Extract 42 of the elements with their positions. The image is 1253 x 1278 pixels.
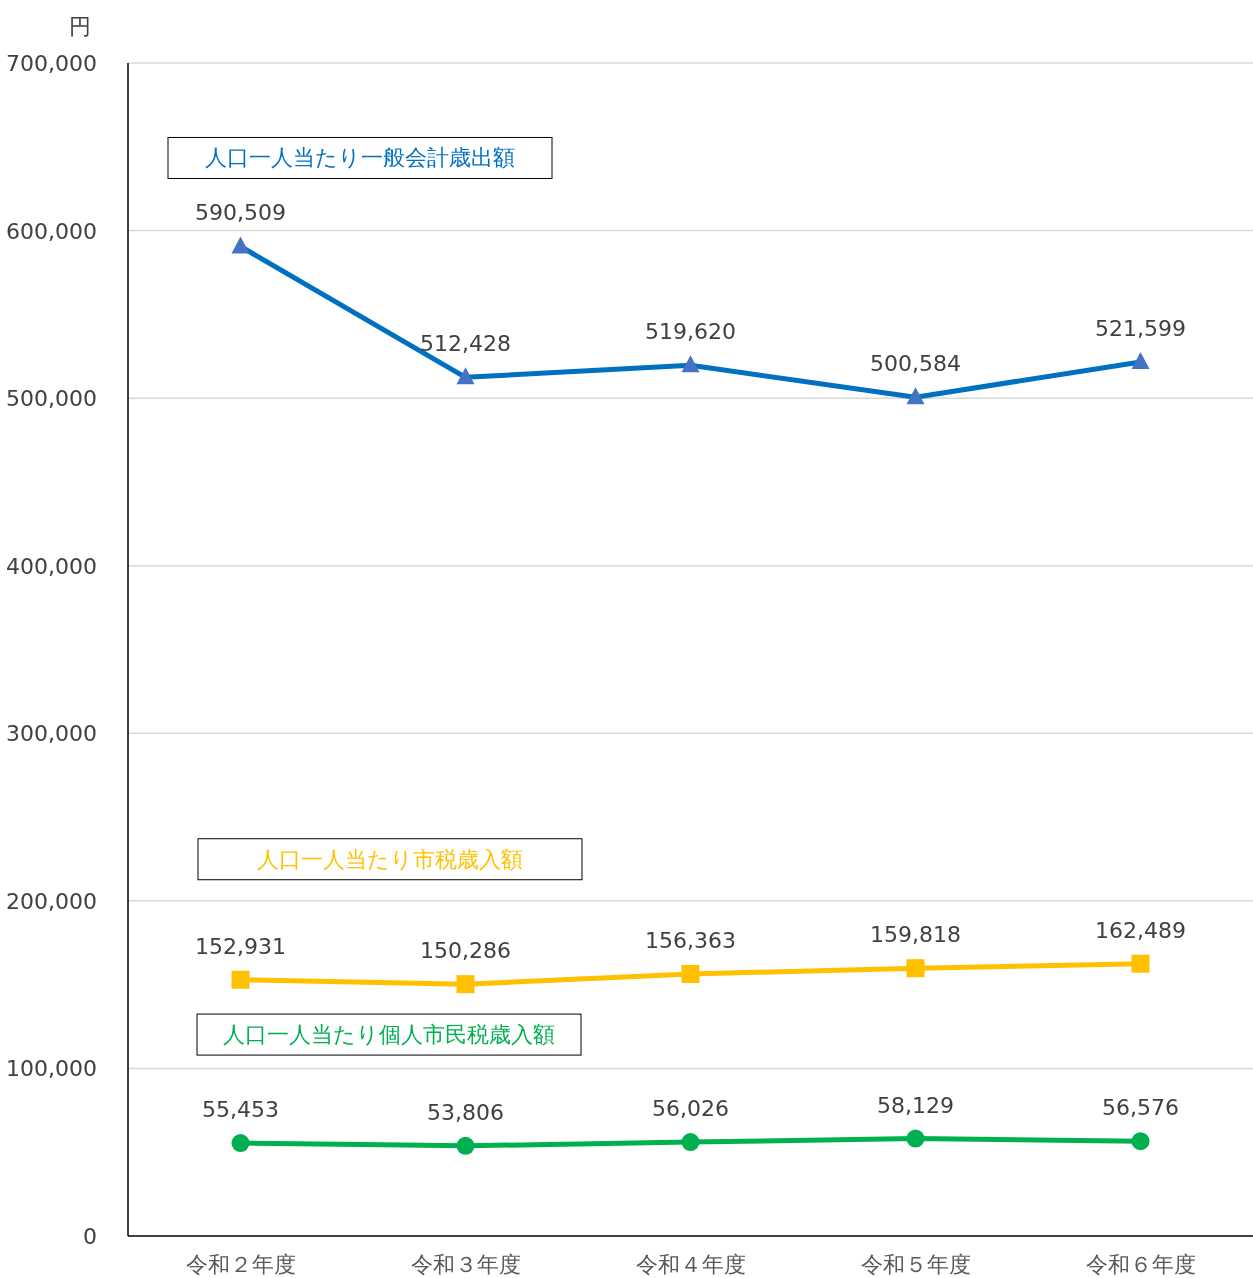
y-tick-label: 100,000 bbox=[6, 1056, 97, 1082]
y-tick-label: 0 bbox=[83, 1224, 97, 1249]
y-tick-label: 300,000 bbox=[6, 721, 97, 747]
data-label: 58,129 bbox=[877, 1092, 954, 1118]
text: 人口一人当たり一般会計歳出額 bbox=[205, 145, 515, 171]
y-tick-label: 400,000 bbox=[6, 553, 97, 579]
y-tick-label: 700,000 bbox=[6, 51, 97, 76]
point bbox=[681, 1133, 700, 1152]
x-tick-label: 令和３年度 bbox=[410, 1252, 521, 1277]
text: 人口一人当たり市税歳入額 bbox=[257, 846, 523, 872]
point bbox=[231, 1134, 250, 1153]
point bbox=[1131, 1132, 1150, 1151]
point bbox=[906, 959, 925, 978]
y-tick-label: 200,000 bbox=[6, 888, 97, 914]
y-axis-title: 円 bbox=[69, 14, 91, 39]
data-label: 56,026 bbox=[652, 1096, 729, 1122]
x-tick-label: 令和６年度 bbox=[1085, 1252, 1196, 1277]
data-label: 590,509 bbox=[195, 200, 286, 226]
data-label: 56,576 bbox=[1102, 1095, 1179, 1121]
x-tick-label: 令和２年度 bbox=[185, 1252, 296, 1277]
data-label: 162,489 bbox=[1095, 917, 1186, 943]
point bbox=[1131, 954, 1150, 973]
y-tick-label: 500,000 bbox=[6, 386, 97, 412]
point bbox=[231, 970, 250, 989]
data-label: 55,453 bbox=[202, 1097, 279, 1123]
data-label: 500,584 bbox=[870, 351, 961, 377]
y-tick-label: 600,000 bbox=[6, 218, 97, 244]
data-label: 159,818 bbox=[870, 922, 961, 948]
point bbox=[681, 964, 700, 983]
data-label: 512,428 bbox=[420, 331, 511, 357]
data-label: 152,931 bbox=[195, 933, 286, 959]
point bbox=[906, 1129, 925, 1148]
point bbox=[456, 1136, 475, 1155]
text: 人口一人当たり個人市民税歳入額 bbox=[223, 1022, 555, 1048]
data-label: 156,363 bbox=[645, 927, 736, 953]
x-tick-label: 令和５年度 bbox=[860, 1252, 971, 1277]
data-label: 521,599 bbox=[1095, 315, 1186, 341]
data-label: 53,806 bbox=[427, 1099, 504, 1125]
x-tick-label: 令和４年度 bbox=[635, 1252, 746, 1277]
point bbox=[456, 975, 475, 994]
data-label: 150,286 bbox=[420, 938, 511, 964]
data-label: 519,620 bbox=[645, 319, 736, 345]
